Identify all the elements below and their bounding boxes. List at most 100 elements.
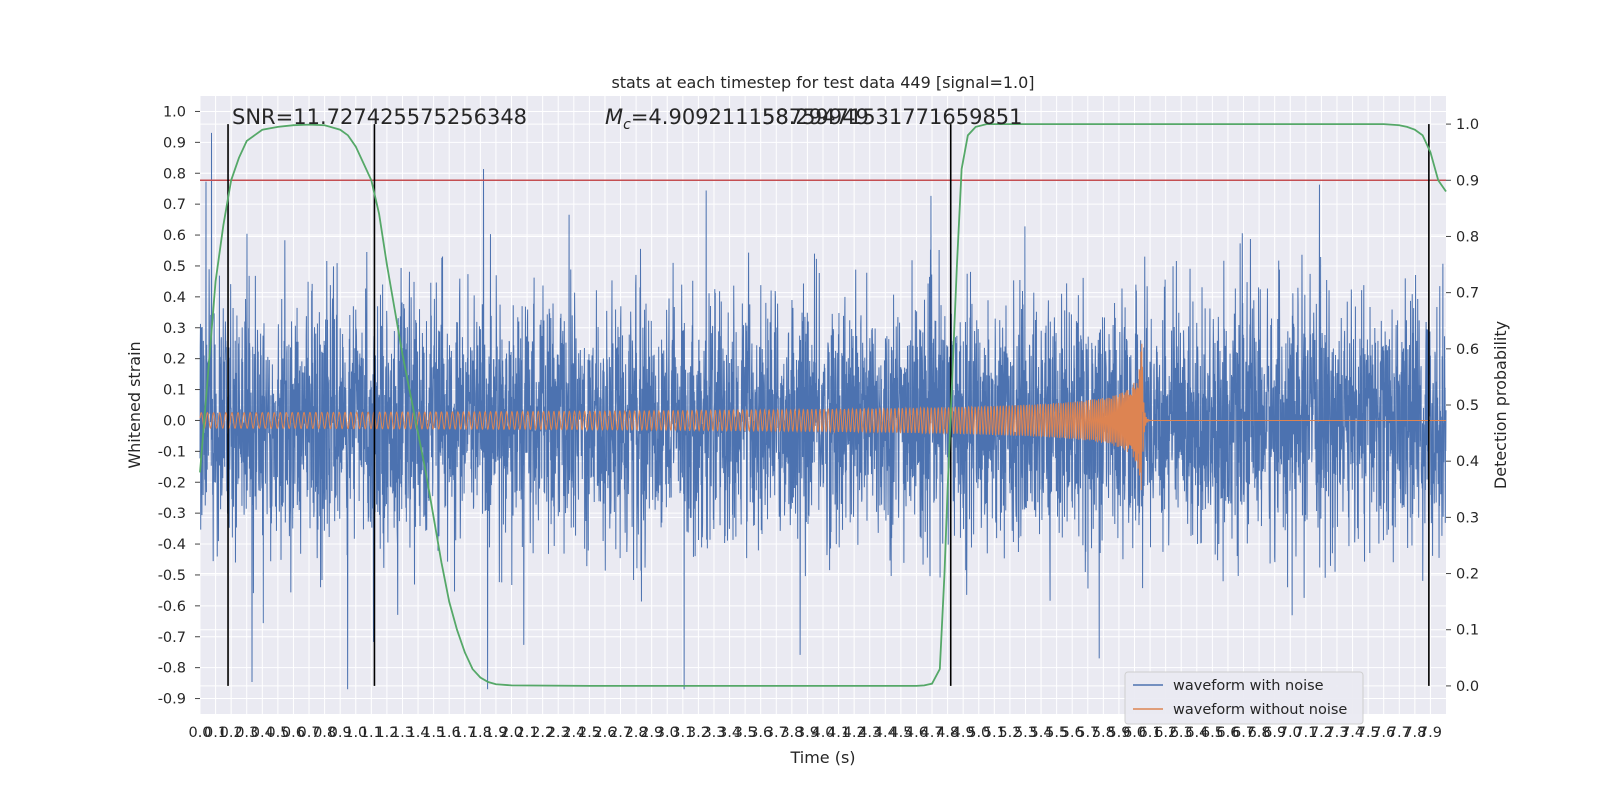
x-tick-label: 5.7: [1076, 725, 1099, 741]
x-tick-label: 2.4: [562, 725, 585, 741]
x-tick-label: 5.3: [1014, 725, 1037, 741]
y-tick-label: -0.5: [158, 568, 186, 584]
y-tick-label: 0.5: [163, 259, 186, 275]
x-tick-label: 3.4: [718, 725, 741, 741]
x-tick-label: 7.2: [1310, 725, 1333, 741]
y-tick-label: 0.1: [163, 383, 186, 399]
signal-series-layer: [199, 343, 1446, 491]
x-tick-label: 1.8: [469, 725, 492, 741]
x-tick-label: 1.5: [422, 725, 445, 741]
x-tick-label: 2.5: [578, 725, 601, 741]
noise-series-layer: [199, 132, 1447, 690]
x-tick-label: 5.9: [1107, 725, 1130, 741]
y-tick-label: -0.4: [158, 537, 186, 553]
x-tick-label: 6.2: [1154, 725, 1177, 741]
x-tick-label: 3.3: [702, 725, 725, 741]
right-y-tick-label: 0.7: [1456, 286, 1479, 302]
overlapping-annotation: 58.29471531771659851: [762, 105, 1023, 129]
x-tick-label: 0.0: [188, 725, 211, 741]
x-tick-label: 7.0: [1279, 725, 1302, 741]
y-tick-label: -0.6: [158, 599, 186, 615]
y-axis-label: Whitened strain: [125, 341, 144, 468]
x-tick-label: 4.1: [827, 725, 850, 741]
x-tick-label: 6.7: [1232, 725, 1255, 741]
x-tick-label: 4.7: [920, 725, 943, 741]
x-tick-label: 3.6: [749, 725, 772, 741]
y-tick-label: -0.8: [158, 661, 186, 677]
y-tick-label: 1.0: [163, 104, 186, 120]
x-tick-label: 5.8: [1092, 725, 1115, 741]
chart-title: stats at each timestep for test data 449…: [611, 73, 1034, 92]
x-tick-label: 7.4: [1341, 725, 1364, 741]
right-y-tick-label: 0.9: [1456, 173, 1479, 189]
x-tick-label: 4.9: [952, 725, 975, 741]
chirp-mass-annotation: Mc=4.909211158759949: [605, 105, 869, 133]
x-tick-label: 0.3: [235, 725, 258, 741]
x-tick-label: 7.7: [1388, 725, 1411, 741]
y-tick-label: 0.7: [163, 197, 186, 213]
y-tick-label: 0.2: [163, 352, 186, 368]
x-tick-label: 7.3: [1325, 725, 1348, 741]
x-tick-label: 5.2: [998, 725, 1021, 741]
waveform-without-noise-series: [199, 343, 1446, 491]
x-tick-label: 7.1: [1294, 725, 1317, 741]
x-tick-label: 2.7: [609, 725, 632, 741]
x-tick-label: 5.4: [1030, 725, 1053, 741]
right-y-tick-label: 0.1: [1456, 623, 1479, 639]
x-tick-label: 0.2: [220, 725, 243, 741]
y-tick-label: 0.6: [163, 228, 186, 244]
x-tick-label: 3.2: [687, 725, 710, 741]
right-y-tick-label: 0.8: [1456, 229, 1479, 245]
x-tick-label: 2.1: [516, 725, 539, 741]
x-tick-label: 0.7: [297, 725, 320, 741]
x-tick-label: 4.5: [889, 725, 912, 741]
right-y-tick-label: 1.0: [1456, 117, 1479, 133]
x-tick-label: 3.0: [656, 725, 679, 741]
right-y-axis-label: Detection probability: [1491, 321, 1510, 489]
x-tick-label: 0.1: [204, 725, 227, 741]
x-tick-label: 1.6: [438, 725, 461, 741]
x-tick-label: 1.4: [407, 725, 430, 741]
x-tick-label: 0.6: [282, 725, 305, 741]
x-tick-label: 6.6: [1216, 725, 1239, 741]
x-tick-label: 1.3: [391, 725, 414, 741]
x-axis-ticks: 0.00.10.20.30.40.50.60.70.80.91.01.11.21…: [188, 725, 1441, 741]
x-tick-label: 5.0: [967, 725, 990, 741]
chirp-mass-subscript: c: [623, 117, 631, 133]
x-tick-label: 1.1: [360, 725, 383, 741]
x-tick-label: 3.1: [671, 725, 694, 741]
x-tick-label: 3.5: [734, 725, 757, 741]
chirp-mass-value: =4.909211158759949: [631, 105, 869, 129]
x-tick-label: 4.8: [936, 725, 959, 741]
x-tick-label: 4.0: [811, 725, 834, 741]
x-tick-label: 7.6: [1372, 725, 1395, 741]
x-tick-label: 1.0: [344, 725, 367, 741]
x-tick-label: 5.5: [1045, 725, 1068, 741]
x-tick-label: 6.9: [1263, 725, 1286, 741]
waveform-with-noise-series: [199, 132, 1447, 690]
y-tick-label: -0.2: [158, 475, 186, 491]
x-tick-label: 6.1: [1139, 725, 1162, 741]
x-tick-label: 2.3: [547, 725, 570, 741]
y-tick-label: 0.9: [163, 135, 186, 151]
y-tick-label: -0.9: [158, 692, 186, 708]
right-y-tick-label: 0.3: [1456, 510, 1479, 526]
x-tick-label: 4.4: [874, 725, 897, 741]
x-axis-label: Time (s): [789, 748, 855, 767]
y-tick-label: -0.1: [158, 444, 186, 460]
y-tick-label: 0.0: [163, 413, 186, 429]
chirp-mass-symbol: M: [605, 105, 623, 129]
right-y-axis-ticks: 1.0 0.9 0.8 0.7 0.6 0.5 0.4 0.3 0.2 0.1 0.0: [1446, 117, 1479, 695]
x-tick-label: 1.9: [484, 725, 507, 741]
x-tick-label: 4.3: [858, 725, 881, 741]
x-tick-label: 4.6: [905, 725, 928, 741]
x-tick-label: 6.5: [1201, 725, 1224, 741]
legend-label-signal: waveform without noise: [1173, 702, 1347, 718]
x-tick-label: 5.1: [983, 725, 1006, 741]
x-tick-label: 6.8: [1248, 725, 1271, 741]
snr-annotation: SNR=11.727425575256348: [232, 105, 527, 129]
y-axis-ticks: 1.0 0.9 0.8 0.7 0.6 0.5 0.4 0.3 0.2 0.1 0.0 -0.1 -0.…: [158, 104, 200, 708]
x-tick-label: 0.8: [313, 725, 336, 741]
x-tick-label: 7.9: [1419, 725, 1442, 741]
